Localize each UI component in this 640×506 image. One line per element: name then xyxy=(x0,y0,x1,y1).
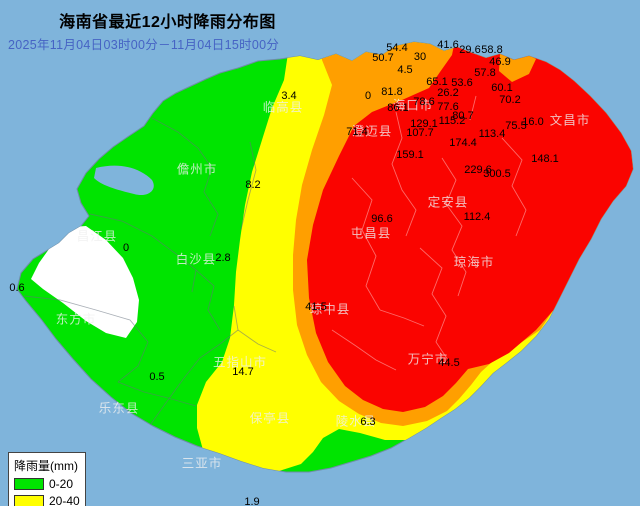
station-value: 129.1 xyxy=(410,118,438,130)
legend-title: 降雨量(mm) xyxy=(14,459,78,473)
station-value: 300.5 xyxy=(483,168,511,180)
station-value: 53.6 xyxy=(451,77,473,89)
station-value: 2.8 xyxy=(215,252,231,264)
station-value: 46.9 xyxy=(489,56,511,68)
station-value: 29.6 xyxy=(459,44,481,56)
station-value: 77.6 xyxy=(437,101,459,113)
station-value: 86.1 xyxy=(387,102,409,114)
zone-white-dongfang xyxy=(31,226,139,338)
legend-label: 0-20 xyxy=(49,477,74,491)
station-value: 78.6 xyxy=(413,96,435,108)
station-value: 113.4 xyxy=(478,128,506,140)
station-value: 6.3 xyxy=(360,416,376,428)
county-label: 琼中县 xyxy=(309,302,351,317)
county-label: 五指山市 xyxy=(212,355,268,370)
station-value: 0.5 xyxy=(149,371,165,383)
county-label: 陵水县 xyxy=(335,414,377,429)
county-label: 乐东县 xyxy=(98,401,140,416)
bay-notch xyxy=(94,165,154,196)
legend-swatch xyxy=(14,495,44,506)
legend-rows: 0-20 20-40 xyxy=(14,477,80,506)
county-label: 临高县 xyxy=(262,100,304,115)
station-value: 41.6 xyxy=(437,39,459,51)
station-value: 148.1 xyxy=(531,153,559,165)
station-value: 60.1 xyxy=(491,82,513,94)
station-value: 41.5 xyxy=(305,301,327,313)
county-borders-east xyxy=(331,95,527,371)
county-label: 海口市 xyxy=(392,98,434,113)
legend-swatch xyxy=(14,478,44,490)
band-red xyxy=(307,42,633,412)
station-value: 65.1 xyxy=(426,76,448,88)
station-value: 96.6 xyxy=(371,213,393,225)
station-value: 3.4 xyxy=(281,90,297,102)
legend-row: 20-40 xyxy=(14,494,80,506)
station-value: 4.5 xyxy=(397,64,413,76)
station-value: 50.7 xyxy=(372,52,394,64)
station-value: 0 xyxy=(122,242,130,254)
county-label: 昌江县 xyxy=(76,229,118,244)
county-label: 保亭县 xyxy=(249,411,291,426)
orange-pocket-north xyxy=(499,50,536,82)
station-value: 14.7 xyxy=(232,366,254,378)
station-value: 57.8 xyxy=(474,67,496,79)
county-label: 文昌市 xyxy=(549,113,591,128)
page-title: 海南省最近12小时降雨分布图 xyxy=(59,14,276,31)
station-value: 1.9 xyxy=(244,496,260,506)
county-borders-west xyxy=(23,117,277,429)
station-value: 159.1 xyxy=(396,149,424,161)
county-label: 万宁市 xyxy=(407,352,449,367)
station-value: 71.4 xyxy=(346,126,368,138)
station-value: 174.4 xyxy=(449,137,477,149)
legend-row: 0-20 xyxy=(14,477,80,491)
station-value: 112.4 xyxy=(463,211,491,223)
county-label: 澄迈县 xyxy=(351,124,393,139)
station-value: 70.2 xyxy=(499,94,521,106)
station-value: 26.2 xyxy=(437,87,459,99)
county-label: 三亚市 xyxy=(181,456,223,471)
county-label: 儋州市 xyxy=(176,162,218,177)
station-value: 30 xyxy=(413,51,427,63)
date-range: 2025年11月04日03时00分－11月04日15时00分 xyxy=(8,38,280,52)
station-value: 115.2 xyxy=(438,115,466,127)
county-label: 定安县 xyxy=(427,195,469,210)
county-label: 东方市 xyxy=(55,312,97,327)
county-label: 琼海市 xyxy=(453,255,495,270)
station-value: 44.5 xyxy=(438,357,460,369)
station-value: 0.6 xyxy=(9,282,25,294)
station-value: 58.8 xyxy=(481,44,503,56)
county-label: 屯昌县 xyxy=(350,226,392,241)
legend-label: 20-40 xyxy=(49,494,80,506)
station-value: 229.6 xyxy=(464,164,492,176)
station-value: 75.5 xyxy=(505,120,527,132)
legend: 降雨量(mm) 0-20 20-40 xyxy=(8,452,86,506)
station-value: 107.7 xyxy=(406,127,434,139)
station-value: 54.4 xyxy=(386,42,408,54)
county-label: 白沙县 xyxy=(175,252,217,267)
station-value: 80.7 xyxy=(452,110,474,122)
station-value: 81.8 xyxy=(381,86,403,98)
station-value: 0 xyxy=(364,90,372,102)
station-value: 16.0 xyxy=(522,116,544,128)
station-value: 8.2 xyxy=(245,179,261,191)
